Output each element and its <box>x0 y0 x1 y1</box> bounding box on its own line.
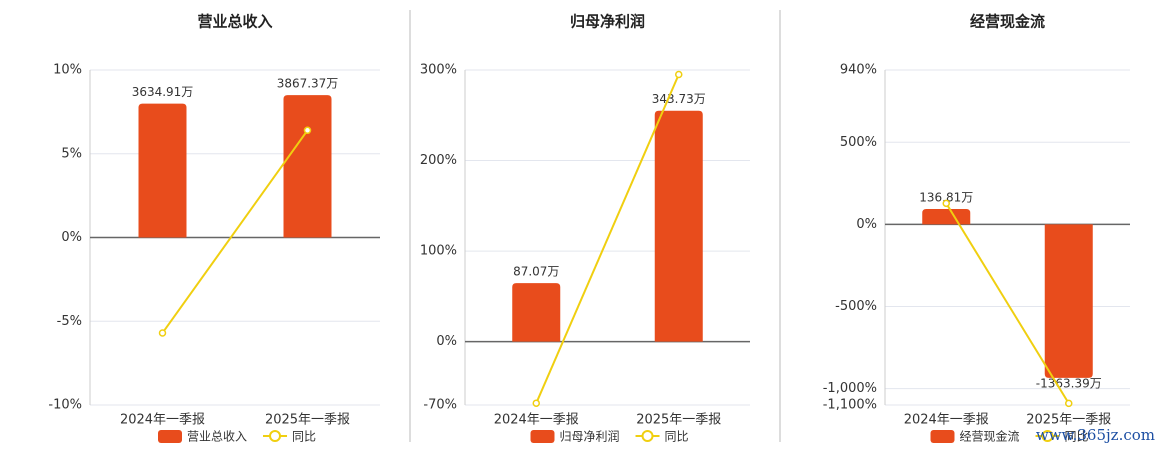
legend-label: 同比 <box>292 430 316 444</box>
bar <box>138 103 187 238</box>
y-tick-label: -5% <box>57 314 82 329</box>
y-tick-label: -1,000% <box>823 381 877 396</box>
y-tick-label: 0% <box>61 230 82 245</box>
yoy-point <box>532 399 540 407</box>
y-tick-label: 200% <box>420 153 457 168</box>
chart-title: 经营现金流 <box>970 13 1045 31</box>
y-tick-label: 0% <box>436 334 457 349</box>
y-tick-label: -10% <box>48 398 82 413</box>
bar <box>512 283 561 342</box>
legend-swatch <box>930 430 955 443</box>
bar <box>654 110 703 342</box>
legend-swatch <box>158 430 182 443</box>
yoy-line <box>535 74 680 404</box>
bar <box>922 208 971 225</box>
yoy-line <box>161 129 309 334</box>
y-tick-label: 100% <box>420 244 457 259</box>
x-tick-label: 2024年一季报 <box>120 413 205 428</box>
chart-title: 归母净利润 <box>570 13 645 31</box>
yoy-point <box>942 199 950 208</box>
watermark: www.365jz.com <box>1036 426 1155 444</box>
yoy-point <box>675 70 683 79</box>
x-tick-label: 2025年一季报 <box>636 413 721 428</box>
legend-label: 经营现金流 <box>960 429 1020 444</box>
x-tick-label: 2025年一季报 <box>1026 413 1111 428</box>
yoy-point <box>303 126 312 135</box>
y-tick-label: 5% <box>61 146 82 161</box>
legend-marker <box>1041 430 1054 442</box>
value-label: 3634.91万 <box>132 85 194 99</box>
legend-label: 同比 <box>665 430 689 444</box>
y-tick-label: -70% <box>423 398 457 413</box>
y-tick-label: 0% <box>856 217 877 232</box>
y-tick-label: -1,100% <box>823 398 877 413</box>
y-tick-label: 500% <box>840 135 877 150</box>
y-tick-label: 300% <box>420 63 457 78</box>
value-label: 136.81万 <box>919 190 973 204</box>
y-tick-label: 940% <box>840 63 877 78</box>
value-label: 87.07万 <box>513 265 559 279</box>
value-label: 3867.37万 <box>277 77 339 91</box>
value-label: 343.73万 <box>652 92 706 106</box>
y-tick-label: -500% <box>835 299 877 314</box>
x-tick-label: 2025年一季报 <box>265 413 350 428</box>
yoy-point <box>158 329 167 337</box>
x-tick-label: 2024年一季报 <box>904 413 989 428</box>
x-tick-label: 2024年一季报 <box>494 413 579 428</box>
legend-label: 同比 <box>1065 430 1089 444</box>
yoy-point <box>1065 399 1073 408</box>
legend-marker <box>269 430 282 442</box>
legend-marker <box>641 430 654 442</box>
yoy-line <box>945 202 1070 404</box>
value-label: -1363.39万 <box>1036 376 1102 390</box>
legend-label: 归母净利润 <box>560 430 620 444</box>
legend-label: 营业总收入 <box>187 430 247 444</box>
y-tick-label: 10% <box>53 63 82 78</box>
chart-title: 营业总收入 <box>197 13 272 31</box>
bar <box>283 95 332 238</box>
bar <box>1044 224 1093 378</box>
legend-swatch <box>530 430 555 443</box>
